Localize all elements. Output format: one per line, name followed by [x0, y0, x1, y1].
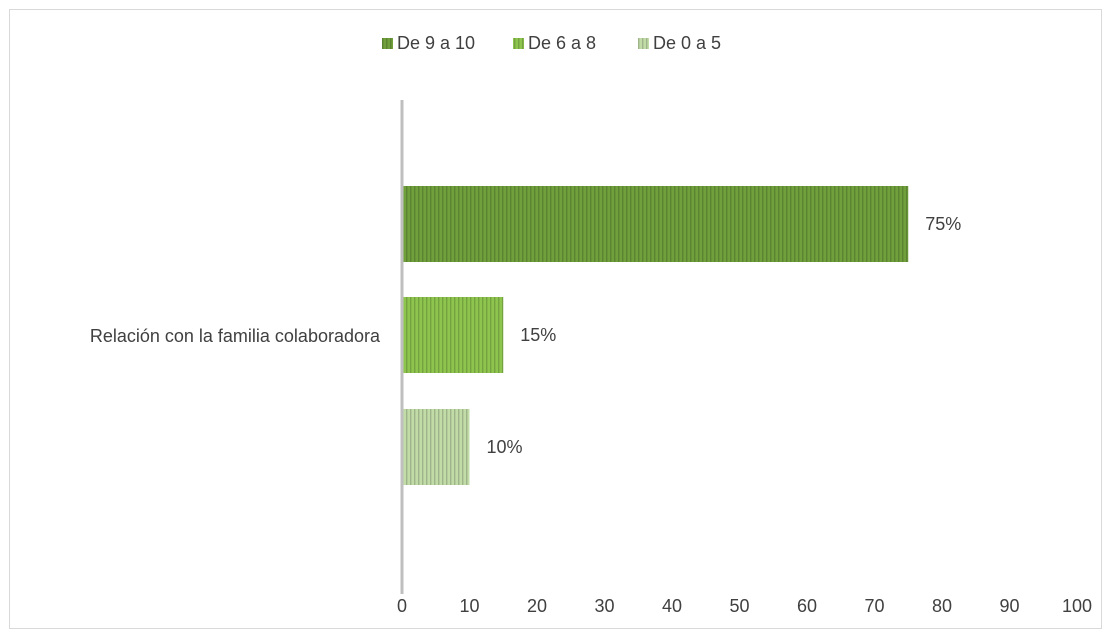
legend-label-1: De 9 a 10: [397, 33, 475, 53]
bar-series-2: [402, 297, 504, 373]
x-tick-label: 80: [932, 596, 952, 616]
chart-frame: [9, 9, 1102, 629]
value-axis: 0 10 20 30 40 50 60 70 80 90 100: [397, 100, 1092, 616]
x-tick-label: 70: [864, 596, 884, 616]
legend-swatch-2: [513, 38, 524, 49]
x-tick-label: 0: [397, 596, 407, 616]
data-label-series-1: 75%: [925, 214, 961, 234]
data-label-series-2: 15%: [520, 325, 556, 345]
legend-swatch-3: [638, 38, 649, 49]
x-tick-label: 90: [999, 596, 1019, 616]
bar-series-1: [402, 186, 909, 262]
x-tick-label: 10: [459, 596, 479, 616]
legend-swatch-1: [382, 38, 393, 49]
x-tick-label: 60: [797, 596, 817, 616]
bar-series-3: [402, 409, 470, 485]
legend-label-3: De 0 a 5: [653, 33, 721, 53]
data-label-series-3: 10%: [487, 437, 523, 457]
x-tick-label: 50: [729, 596, 749, 616]
x-tick-label: 30: [594, 596, 614, 616]
x-tick-label: 20: [527, 596, 547, 616]
legend: De 9 a 10 De 6 a 8 De 0 a 5: [382, 33, 721, 53]
category-label: Relación con la familia colaboradora: [90, 326, 381, 346]
x-tick-label: 40: [662, 596, 682, 616]
x-tick-label: 100: [1062, 596, 1092, 616]
legend-label-2: De 6 a 8: [528, 33, 596, 53]
labels-group: 75% 15% 10% Relación con la familia colabor…: [90, 214, 961, 457]
bars-group: [402, 186, 909, 485]
